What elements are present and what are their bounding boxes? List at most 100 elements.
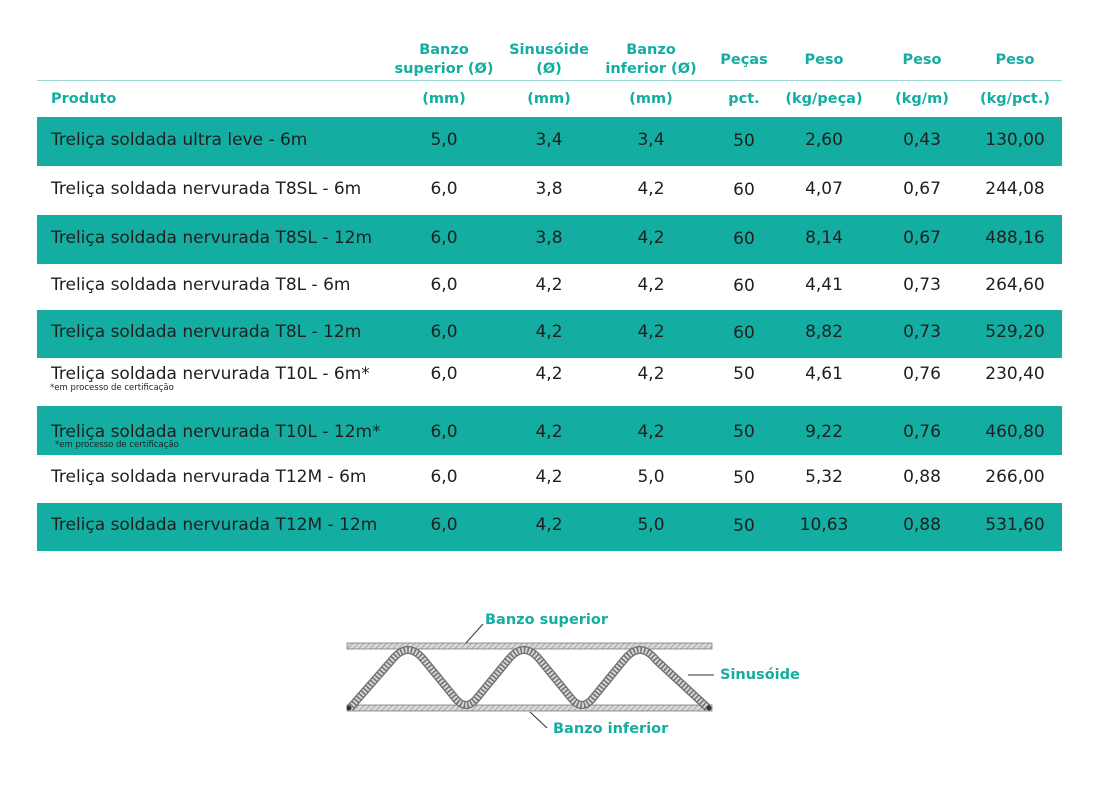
- label-banzo-inferior: Banzo inferior: [553, 721, 669, 737]
- cell-pecas: 50: [733, 422, 755, 442]
- table-row: Treliça soldada nervurada T8L - 12m 6,0 4,…: [37, 310, 1062, 358]
- cell-produto: Treliça soldada nervurada T12M - 6m: [51, 467, 367, 487]
- cell-peso-m: 0,67: [903, 228, 941, 248]
- cell-banzo-superior: 6,0: [430, 515, 458, 535]
- cell-banzo-inferior: 4,2: [637, 275, 665, 295]
- cell-peso-pct: 264,60: [985, 275, 1045, 295]
- table-row: Treliça soldada nervurada T8SL - 6m 6,0 3,…: [37, 166, 1062, 215]
- table-row: Treliça soldada nervurada T10L - 12m* *em…: [37, 406, 1062, 455]
- cell-produto: Treliça soldada nervurada T8L - 12m: [51, 322, 362, 342]
- cell-sinusoide: 4,2: [535, 515, 563, 535]
- cell-peso-m: 0,76: [903, 364, 941, 384]
- column-header-banzo-superior: Banzo superior (Ø): [389, 41, 499, 79]
- cell-peso-m: 0,73: [903, 275, 941, 295]
- cell-peso-peca: 4,41: [805, 275, 843, 295]
- cell-banzo-inferior: 5,0: [637, 515, 665, 535]
- table-row: Treliça soldada nervurada T10L - 6m* *em …: [37, 358, 1062, 406]
- cell-sinusoide: 3,8: [535, 228, 563, 248]
- cell-banzo-inferior: 4,2: [637, 179, 665, 199]
- cell-peso-pct: 460,80: [985, 422, 1045, 442]
- cell-banzo-superior: 6,0: [430, 322, 458, 342]
- cell-peso-peca: 10,63: [799, 515, 849, 535]
- table-row: Treliça soldada nervurada T12M - 12m 6,0 4…: [37, 503, 1062, 551]
- cell-produto: Treliça soldada nervurada T8SL - 6m: [51, 179, 362, 199]
- cell-sinusoide: 4,2: [535, 322, 563, 342]
- bottom-chord: [346, 704, 713, 712]
- right-end-dot: [706, 705, 712, 711]
- cell-pecas: 60: [733, 323, 755, 343]
- cell-peso-pct: 244,08: [985, 179, 1045, 199]
- column-header-line: (Ø): [536, 61, 562, 77]
- cell-sinusoide: 4,2: [535, 364, 563, 384]
- cell-pecas: 50: [733, 131, 755, 151]
- left-end-dot: [346, 705, 352, 711]
- column-header-banzo-inferior: Banzo inferior (Ø): [596, 41, 706, 79]
- label-banzo-superior: Banzo superior: [485, 612, 609, 628]
- cell-banzo-superior: 6,0: [430, 179, 458, 199]
- unit-pecas: pct.: [728, 91, 760, 107]
- cell-produto: Treliça soldada nervurada T10L - 12m*: [51, 422, 381, 442]
- cell-banzo-superior: 6,0: [430, 422, 458, 442]
- cell-pecas: 50: [733, 468, 755, 488]
- cell-peso-m: 0,88: [903, 467, 941, 487]
- cell-produto: Treliça soldada nervurada T8L - 6m: [51, 275, 351, 295]
- cell-banzo-superior: 6,0: [430, 228, 458, 248]
- cell-banzo-inferior: 4,2: [637, 422, 665, 442]
- cell-peso-pct: 488,16: [985, 228, 1045, 248]
- cell-banzo-inferior: 3,4: [637, 130, 665, 150]
- cell-banzo-inferior: 4,2: [637, 364, 665, 384]
- cell-pecas: 60: [733, 229, 755, 249]
- cell-produto: Treliça soldada nervurada T10L - 6m*: [51, 364, 370, 384]
- cell-banzo-inferior: 4,2: [637, 228, 665, 248]
- cell-banzo-superior: 5,0: [430, 130, 458, 150]
- unit-peso-peca: (kg/peça): [785, 91, 863, 107]
- cell-banzo-inferior: 5,0: [637, 467, 665, 487]
- column-header-line: Peso: [902, 52, 942, 68]
- unit-sinusoide: (mm): [527, 91, 571, 107]
- unit-banzo-inferior: (mm): [629, 91, 673, 107]
- cell-peso-m: 0,67: [903, 179, 941, 199]
- cell-peso-m: 0,76: [903, 422, 941, 442]
- cell-peso-pct: 230,40: [985, 364, 1045, 384]
- cell-peso-pct: 266,00: [985, 467, 1045, 487]
- cell-sinusoide: 4,2: [535, 422, 563, 442]
- cell-banzo-superior: 6,0: [430, 467, 458, 487]
- units-row: Produto (mm) (mm) (mm) pct. (kg/peça) (kg/m) (k…: [37, 89, 1062, 109]
- column-header-line: Banzo: [419, 42, 469, 58]
- column-header-line: Peso: [995, 52, 1035, 68]
- column-header-peso-peca: Peso: [769, 51, 879, 70]
- unit-peso-pct: (kg/pct.): [980, 91, 1050, 107]
- table-row: Treliça soldada ultra leve - 6m 5,0 3,4 3,4…: [37, 117, 1062, 166]
- column-header-peso-pct: Peso: [960, 51, 1070, 70]
- cell-banzo-superior: 6,0: [430, 275, 458, 295]
- table-row: Treliça soldada nervurada T8SL - 12m 6,0 3…: [37, 215, 1062, 264]
- column-header-pecas: Peças: [689, 51, 799, 70]
- cell-note: *em processo de certificação: [50, 383, 174, 393]
- leader-bottom: [529, 711, 548, 729]
- cell-banzo-superior: 6,0: [430, 364, 458, 384]
- unit-peso-m: (kg/m): [895, 91, 949, 107]
- cell-peso-m: 0,88: [903, 515, 941, 535]
- column-header-sinusoide: Sinusóide (Ø): [494, 41, 604, 79]
- cell-pecas: 50: [733, 364, 755, 384]
- cell-peso-pct: 531,60: [985, 515, 1045, 535]
- column-header-line: Sinusóide: [509, 42, 589, 58]
- cell-banzo-inferior: 4,2: [637, 322, 665, 342]
- column-header-line: Banzo: [626, 42, 676, 58]
- cell-peso-peca: 8,14: [805, 228, 843, 248]
- unit-produto: Produto: [51, 91, 117, 107]
- cell-peso-peca: 9,22: [805, 422, 843, 442]
- column-header-line: superior (Ø): [394, 61, 494, 77]
- column-header-line: Peso: [804, 52, 844, 68]
- table-row: Treliça soldada nervurada T12M - 6m 6,0 4,…: [37, 455, 1062, 503]
- table-row: Treliça soldada nervurada T8L - 6m 6,0 4,2…: [37, 264, 1062, 310]
- cell-peso-peca: 8,82: [805, 322, 843, 342]
- leader-top: [465, 623, 484, 644]
- cell-peso-peca: 4,61: [805, 364, 843, 384]
- cell-sinusoide: 3,8: [535, 179, 563, 199]
- cell-produto: Treliça soldada nervurada T8SL - 12m: [51, 228, 373, 248]
- label-sinusoide: Sinusóide: [720, 667, 800, 683]
- column-header-line: inferior (Ø): [605, 61, 697, 77]
- sinusoid-wire: [347, 647, 710, 711]
